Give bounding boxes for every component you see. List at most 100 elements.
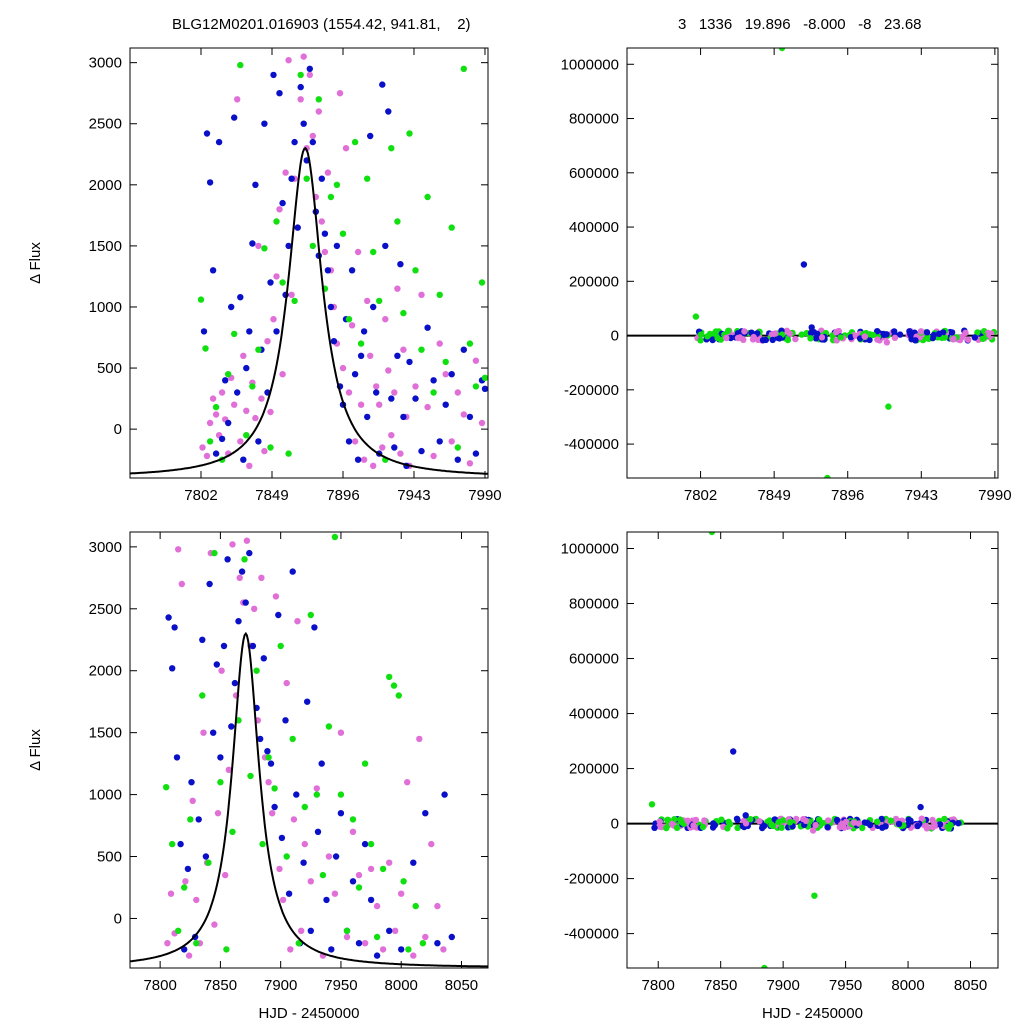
data-point-green xyxy=(807,335,814,342)
data-point-pink xyxy=(692,816,700,824)
data-point-blue xyxy=(238,568,246,575)
data-point-pink xyxy=(460,411,467,418)
data-point-blue xyxy=(261,120,268,127)
data-point-blue xyxy=(882,823,889,830)
data-point-pink xyxy=(164,940,171,947)
data-point-green xyxy=(295,940,302,947)
data-point-blue xyxy=(300,859,307,866)
data-point-pink xyxy=(392,927,399,934)
data-point-green xyxy=(747,816,754,823)
data-point-pink xyxy=(231,401,238,408)
data-point-pink xyxy=(337,729,345,736)
data-point-green xyxy=(734,824,741,831)
data-point-green xyxy=(466,340,474,347)
data-point-blue xyxy=(348,267,356,274)
data-point-pink xyxy=(343,933,351,941)
data-point-blue xyxy=(321,230,329,237)
data-point-blue xyxy=(235,618,242,625)
data-point-green xyxy=(361,760,369,767)
data-point-blue xyxy=(234,389,241,396)
data-point-green xyxy=(206,438,214,445)
data-point-pink xyxy=(430,452,437,460)
data-point-pink xyxy=(182,878,189,885)
data-point-blue xyxy=(212,450,220,457)
data-point-blue xyxy=(367,896,375,904)
data-point-green xyxy=(406,130,413,137)
data-point-blue xyxy=(349,878,357,885)
data-point-green xyxy=(395,692,402,699)
data-point-blue xyxy=(314,828,322,835)
data-point-green xyxy=(199,692,206,699)
data-point-pink xyxy=(355,871,363,879)
data-point-pink xyxy=(243,407,250,414)
data-point-blue xyxy=(285,890,293,897)
y-tick-label: -400000 xyxy=(564,926,619,943)
data-point-green xyxy=(400,878,407,885)
data-point-pink xyxy=(258,574,265,581)
y-tick-label: -200000 xyxy=(564,871,619,888)
data-point-pink xyxy=(786,330,794,337)
data-point-green xyxy=(364,175,371,182)
data-point-green xyxy=(718,816,725,823)
data-point-pink xyxy=(398,890,405,897)
data-point-blue xyxy=(288,175,295,182)
data-point-pink xyxy=(283,679,290,687)
data-point-pink xyxy=(189,797,196,804)
data-point-pink xyxy=(382,316,389,323)
data-point-pink xyxy=(756,818,763,825)
data-point-green xyxy=(924,333,931,341)
data-point-blue xyxy=(955,820,962,827)
data-point-pink xyxy=(950,335,957,342)
y-tick-label: 1500 xyxy=(89,725,122,742)
data-point-pink xyxy=(212,411,220,418)
y-tick-label: 2500 xyxy=(89,116,122,133)
data-point-blue xyxy=(282,717,289,724)
data-point-pink xyxy=(294,618,301,625)
data-point-green xyxy=(231,330,238,338)
data-point-green xyxy=(211,549,218,557)
x-tick-label: 8000 xyxy=(891,977,924,994)
data-point-blue xyxy=(760,822,768,830)
data-point-pink xyxy=(424,403,431,411)
y-tick-label: 500 xyxy=(97,849,122,866)
data-point-green xyxy=(944,823,951,830)
data-point-green xyxy=(237,61,244,69)
data-point-green xyxy=(193,940,200,947)
data-point-blue xyxy=(328,946,335,953)
data-point-green xyxy=(400,309,407,317)
data-point-blue xyxy=(200,328,208,335)
data-point-blue xyxy=(382,242,389,250)
data-point-pink xyxy=(892,815,900,823)
data-point-blue xyxy=(454,456,461,463)
data-point-pink xyxy=(276,865,283,873)
data-point-green xyxy=(175,927,182,934)
data-point-green xyxy=(678,818,685,826)
data-point-pink xyxy=(394,285,401,292)
data-point-pink xyxy=(313,785,320,792)
data-point-pink xyxy=(246,462,253,469)
y-axis-label: Δ Flux xyxy=(27,242,44,284)
outlier-point-green xyxy=(811,892,818,899)
data-point-pink xyxy=(211,921,218,928)
data-point-pink xyxy=(318,218,325,225)
data-point-pink xyxy=(454,389,461,396)
y-tick-label: -400000 xyxy=(564,436,619,453)
y-tick-label: 500 xyxy=(97,360,122,377)
data-point-green xyxy=(941,815,948,823)
data-point-blue xyxy=(379,81,386,88)
y-tick-label: 400000 xyxy=(569,706,619,723)
data-point-blue xyxy=(357,352,365,359)
data-point-green xyxy=(390,682,398,689)
data-point-pink xyxy=(336,90,344,97)
data-point-green xyxy=(430,389,437,396)
y-tick-label: 200000 xyxy=(569,761,619,778)
data-point-green xyxy=(307,611,314,619)
data-point-green xyxy=(379,865,387,873)
y-tick-label: 1500 xyxy=(89,238,122,255)
data-point-blue xyxy=(651,824,658,831)
data-point-pink xyxy=(861,333,868,340)
data-point-blue xyxy=(398,946,405,953)
data-point-green xyxy=(386,673,393,681)
data-point-blue xyxy=(243,364,250,372)
data-point-pink xyxy=(750,333,757,341)
